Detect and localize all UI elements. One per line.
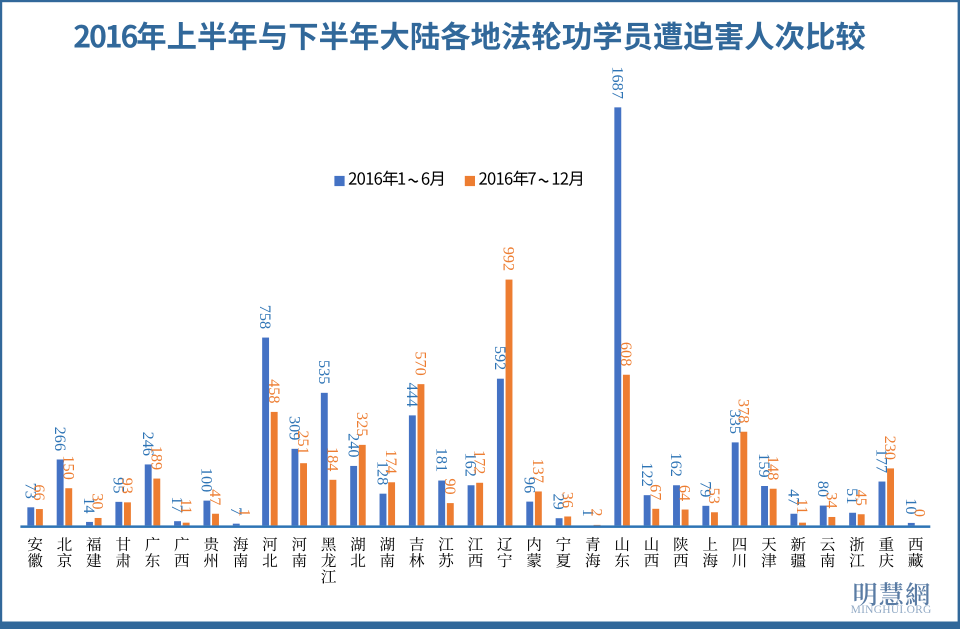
svg-text:11: 11 bbox=[177, 499, 196, 515]
svg-text:251: 251 bbox=[294, 430, 313, 454]
svg-text:608: 608 bbox=[617, 342, 636, 366]
svg-text:325: 325 bbox=[353, 412, 372, 436]
svg-text:189: 189 bbox=[147, 446, 166, 470]
svg-text:45: 45 bbox=[852, 490, 871, 506]
svg-text:80: 80 bbox=[814, 481, 833, 497]
svg-text:444: 444 bbox=[403, 383, 422, 407]
svg-text:148: 148 bbox=[764, 456, 783, 480]
svg-text:53: 53 bbox=[705, 488, 724, 504]
svg-text:96: 96 bbox=[520, 477, 539, 493]
svg-text:2: 2 bbox=[588, 508, 607, 516]
svg-text:47: 47 bbox=[785, 489, 804, 505]
svg-text:309: 309 bbox=[286, 416, 305, 440]
svg-text:47: 47 bbox=[206, 489, 225, 505]
svg-text:90: 90 bbox=[441, 478, 460, 494]
svg-text:MINGHUI.ORG: MINGHUI.ORG bbox=[851, 604, 932, 616]
svg-text:51: 51 bbox=[843, 488, 862, 504]
svg-text:162: 162 bbox=[462, 452, 481, 476]
svg-text:177: 177 bbox=[873, 449, 892, 473]
svg-text:992: 992 bbox=[500, 247, 519, 271]
svg-text:266: 266 bbox=[51, 427, 70, 451]
svg-text:458: 458 bbox=[265, 379, 284, 403]
svg-text:34: 34 bbox=[822, 492, 841, 508]
svg-text:122: 122 bbox=[638, 462, 657, 486]
svg-text:592: 592 bbox=[491, 346, 510, 370]
svg-text:137: 137 bbox=[529, 459, 548, 483]
svg-text:162: 162 bbox=[667, 452, 686, 476]
svg-text:1: 1 bbox=[235, 509, 254, 517]
svg-text:14: 14 bbox=[80, 497, 99, 513]
svg-text:159: 159 bbox=[755, 453, 774, 477]
svg-text:535: 535 bbox=[315, 360, 334, 384]
svg-text:378: 378 bbox=[734, 399, 753, 423]
svg-text:335: 335 bbox=[726, 410, 745, 434]
svg-text:758: 758 bbox=[256, 305, 275, 329]
svg-text:11: 11 bbox=[793, 499, 812, 515]
svg-text:128: 128 bbox=[374, 461, 393, 485]
svg-text:95: 95 bbox=[109, 477, 128, 493]
svg-text:64: 64 bbox=[676, 485, 695, 501]
svg-text:66: 66 bbox=[30, 484, 49, 500]
svg-text:246: 246 bbox=[139, 432, 158, 456]
svg-text:1: 1 bbox=[579, 509, 598, 517]
svg-text:73: 73 bbox=[21, 483, 40, 499]
svg-text:30: 30 bbox=[89, 493, 108, 509]
svg-text:79: 79 bbox=[696, 481, 715, 497]
svg-text:29: 29 bbox=[550, 494, 569, 510]
svg-text:0: 0 bbox=[911, 509, 930, 517]
svg-text:36: 36 bbox=[558, 492, 577, 508]
svg-text:230: 230 bbox=[881, 436, 900, 460]
svg-text:150: 150 bbox=[59, 455, 78, 479]
svg-text:67: 67 bbox=[646, 484, 665, 500]
svg-text:7: 7 bbox=[227, 507, 246, 515]
svg-text:172: 172 bbox=[470, 450, 489, 474]
svg-text:93: 93 bbox=[118, 478, 137, 494]
svg-text:184: 184 bbox=[324, 447, 343, 471]
svg-text:240: 240 bbox=[344, 433, 363, 457]
svg-text:10: 10 bbox=[902, 498, 921, 514]
svg-text:174: 174 bbox=[382, 449, 401, 473]
svg-text:1687: 1687 bbox=[608, 66, 627, 99]
svg-text:181: 181 bbox=[432, 448, 451, 472]
svg-text:17: 17 bbox=[168, 497, 187, 513]
svg-text:100: 100 bbox=[198, 468, 217, 492]
svg-text:570: 570 bbox=[412, 351, 431, 375]
